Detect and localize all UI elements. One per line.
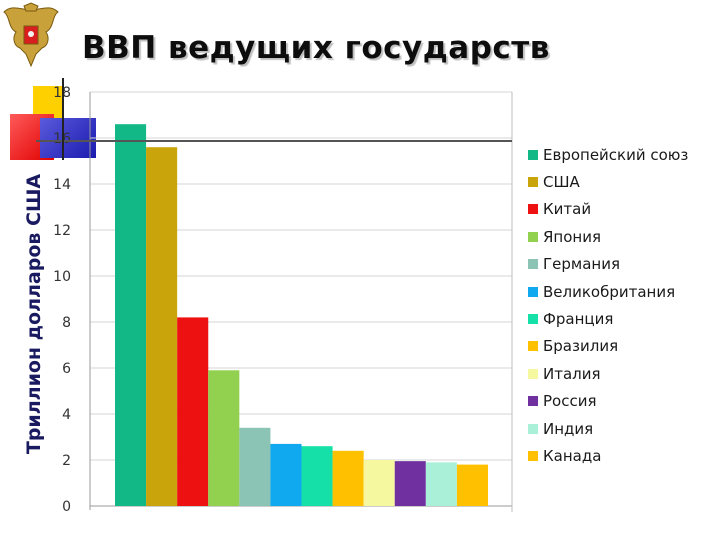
legend-item: Европейский союз [528, 141, 688, 168]
legend-label: Япония [543, 227, 601, 246]
legend-item: Индия [528, 415, 688, 442]
bar-11 [425, 462, 457, 506]
legend-label: Европейский союз [543, 145, 689, 164]
bar-10 [394, 461, 426, 506]
legend-item: Япония [528, 223, 688, 250]
y-tick-label: 14 [53, 177, 71, 193]
y-tick-label: 0 [62, 499, 71, 515]
chart-legend: Европейский союз США Китай Япония Германия Ве… [528, 141, 688, 470]
legend-label: Бразилия [543, 337, 619, 356]
legend-item: Бразилия [528, 333, 688, 360]
y-tick-label: 8 [62, 315, 71, 331]
legend-label: Великобритания [543, 282, 676, 301]
legend-label: Канада [543, 446, 602, 465]
legend-item: Россия [528, 388, 688, 415]
y-tick-label: 12 [53, 223, 71, 239]
legend-swatch [528, 177, 538, 188]
legend-swatch [528, 423, 538, 434]
coat-of-arms-icon [3, 2, 59, 68]
decor-blue-square [40, 118, 96, 158]
legend-label: Индия [543, 419, 594, 438]
bar-3 [177, 317, 209, 506]
legend-label: Германия [543, 255, 620, 274]
legend-item: Великобритания [528, 278, 688, 305]
bar-2 [146, 147, 178, 506]
legend-item: Италия [528, 360, 688, 387]
legend-swatch [528, 149, 538, 160]
legend-swatch [528, 259, 538, 270]
legend-swatch [528, 368, 538, 379]
legend-item: Китай [528, 196, 688, 223]
legend-label: Россия [543, 392, 597, 411]
y-tick-label: 2 [62, 453, 71, 469]
legend-item: Канада [528, 442, 688, 469]
legend-label: Италия [543, 364, 601, 383]
decor-horizontal-line [36, 140, 512, 142]
bar-1 [115, 124, 147, 506]
legend-swatch [528, 231, 538, 242]
legend-swatch [528, 341, 538, 352]
legend-item: США [528, 168, 688, 195]
legend-swatch [528, 314, 538, 325]
legend-swatch [528, 450, 538, 461]
chart-bars [115, 124, 488, 506]
bar-6 [270, 443, 302, 506]
y-axis-title: Триллион долларов США [23, 173, 45, 455]
y-tick-label: 10 [53, 269, 71, 285]
bar-7 [301, 446, 333, 506]
bar-9 [363, 460, 395, 506]
bar-4 [208, 370, 240, 506]
y-tick-label: 4 [62, 407, 71, 423]
legend-swatch [528, 204, 538, 215]
legend-label: США [543, 173, 580, 192]
decor-vertical-line [62, 78, 64, 160]
bar-12 [456, 464, 488, 506]
legend-label: Франция [543, 310, 614, 329]
legend-label: Китай [543, 200, 592, 219]
legend-item: Германия [528, 251, 688, 278]
y-tick-label: 6 [62, 361, 71, 377]
bar-5 [239, 427, 271, 506]
legend-swatch [528, 396, 538, 407]
bar-8 [332, 450, 364, 506]
legend-item: Франция [528, 305, 688, 332]
legend-swatch [528, 286, 538, 297]
slide-title: ВВП ведущих государств [82, 30, 550, 66]
